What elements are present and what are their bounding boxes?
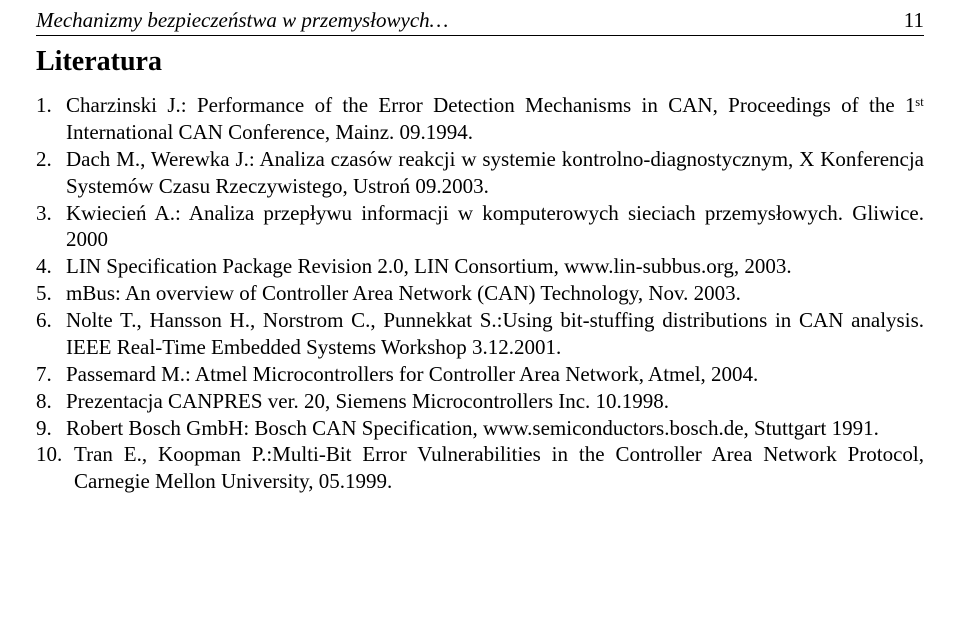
reference-text: Tran E., Koopman P.:Multi-Bit Error Vuln… bbox=[74, 441, 924, 495]
reference-item: Kwiecień A.: Analiza przepływu informacj… bbox=[36, 200, 924, 254]
reference-text: LIN Specification Package Revision 2.0, … bbox=[66, 253, 924, 280]
page-number: 11 bbox=[904, 8, 924, 33]
reference-item: Charzinski J.: Performance of the Error … bbox=[36, 92, 924, 146]
reference-text: Kwiecień A.: Analiza przepływu informacj… bbox=[66, 200, 924, 254]
running-title: Mechanizmy bezpieczeństwa w przemysłowyc… bbox=[36, 8, 448, 33]
section-title: Literatura bbox=[36, 46, 924, 78]
page-container: Mechanizmy bezpieczeństwa w przemysłowyc… bbox=[0, 0, 960, 495]
reference-list: Charzinski J.: Performance of the Error … bbox=[36, 92, 924, 495]
reference-item: Tran E., Koopman P.:Multi-Bit Error Vuln… bbox=[36, 441, 924, 495]
reference-item: LIN Specification Package Revision 2.0, … bbox=[36, 253, 924, 280]
reference-text: Passemard M.: Atmel Microcontrollers for… bbox=[66, 361, 924, 388]
reference-item: Dach M., Werewka J.: Analiza czasów reak… bbox=[36, 146, 924, 200]
reference-item: Robert Bosch GmbH: Bosch CAN Specificati… bbox=[36, 415, 924, 442]
reference-item: Passemard M.: Atmel Microcontrollers for… bbox=[36, 361, 924, 388]
reference-text: Charzinski J.: Performance of the Error … bbox=[66, 92, 924, 146]
reference-text: Prezentacja CANPRES ver. 20, Siemens Mic… bbox=[66, 388, 924, 415]
reference-item: mBus: An overview of Controller Area Net… bbox=[36, 280, 924, 307]
running-header: Mechanizmy bezpieczeństwa w przemysłowyc… bbox=[36, 8, 924, 36]
reference-item: Prezentacja CANPRES ver. 20, Siemens Mic… bbox=[36, 388, 924, 415]
reference-item: Nolte T., Hansson H., Norstrom C., Punne… bbox=[36, 307, 924, 361]
reference-text: Nolte T., Hansson H., Norstrom C., Punne… bbox=[66, 307, 924, 361]
reference-text: mBus: An overview of Controller Area Net… bbox=[66, 280, 924, 307]
reference-text: Dach M., Werewka J.: Analiza czasów reak… bbox=[66, 146, 924, 200]
reference-text: Robert Bosch GmbH: Bosch CAN Specificati… bbox=[66, 415, 924, 442]
